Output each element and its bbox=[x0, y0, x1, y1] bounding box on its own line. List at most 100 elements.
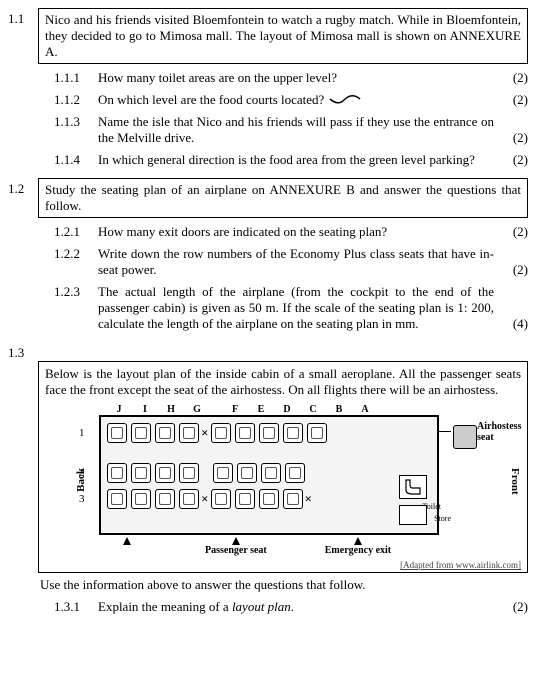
seat-icon bbox=[283, 423, 303, 443]
row-number: 2 bbox=[79, 467, 85, 479]
arrow-up-icon bbox=[123, 537, 131, 545]
questions-1-3: 1.3.1 Explain the meaning of a layout pl… bbox=[54, 599, 528, 615]
seat-icon bbox=[283, 489, 303, 509]
question-number: 1.1.2 bbox=[54, 92, 98, 108]
seat-icon bbox=[107, 423, 127, 443]
context-box: Nico and his friends visited Bloemfontei… bbox=[38, 8, 528, 64]
question-text-span: On which level are the food courts locat… bbox=[98, 92, 324, 107]
airhostess-label: Airhostess seat bbox=[477, 421, 533, 443]
emergency-exit-label: Emergency exit bbox=[325, 537, 391, 556]
use-info-text: Use the information above to answer the … bbox=[40, 577, 528, 593]
seat-icon bbox=[131, 489, 151, 509]
question-number: 1.1.3 bbox=[54, 114, 98, 146]
question-text: How many exit doors are indicated on the… bbox=[98, 224, 500, 240]
question-text: On which level are the food courts locat… bbox=[98, 92, 500, 108]
store-label: Store bbox=[434, 514, 451, 523]
seat-row-3: 3 ✕ ✕ bbox=[107, 489, 431, 509]
airhostess-seat-icon bbox=[453, 425, 477, 449]
question-text: How many toilet areas are on the upper l… bbox=[98, 70, 500, 86]
seat-icon bbox=[107, 489, 127, 509]
citation: [Adapted from www.airlink.com] bbox=[45, 560, 521, 570]
seat-icon bbox=[307, 423, 327, 443]
col-label: B bbox=[327, 404, 351, 415]
question-row: 1.1.4 In which general direction is the … bbox=[54, 152, 528, 168]
seat-icon bbox=[259, 423, 279, 443]
question-marks: (2) bbox=[500, 224, 528, 240]
seat-icon bbox=[213, 463, 233, 483]
diagram-intro: Below is the layout plan of the inside c… bbox=[45, 366, 521, 398]
front-label: Front bbox=[509, 468, 521, 495]
questions-1-2: 1.2.1 How many exit doors are indicated … bbox=[54, 224, 528, 332]
seat-row-2: 2 bbox=[107, 463, 431, 483]
store-icon bbox=[399, 505, 427, 525]
question-number: 1.1.1 bbox=[54, 70, 98, 86]
question-number: 1.1.4 bbox=[54, 152, 98, 168]
arrow-icon bbox=[437, 431, 451, 432]
col-label: D bbox=[275, 404, 299, 415]
cabin-outline: Airhostess seat 1 ✕ 2 bbox=[99, 415, 439, 535]
section-number: 1.2 bbox=[8, 178, 38, 218]
seat-icon bbox=[237, 463, 257, 483]
col-label: J bbox=[107, 404, 131, 415]
question-text: Name the isle that Nico and his friends … bbox=[98, 114, 500, 146]
question-number: 1.2.1 bbox=[54, 224, 98, 240]
question-row: 1.3.1 Explain the meaning of a layout pl… bbox=[54, 599, 528, 615]
question-row: 1.1.1 How many toilet areas are on the u… bbox=[54, 70, 528, 86]
question-marks: (2) bbox=[500, 70, 528, 86]
seat-icon bbox=[155, 489, 175, 509]
question-text: In which general direction is the food a… bbox=[98, 152, 500, 168]
question-text: Write down the row numbers of the Econom… bbox=[98, 246, 500, 278]
arrow-up-icon bbox=[232, 537, 240, 545]
question-text: Explain the meaning of a layout plan. bbox=[98, 599, 500, 615]
seat-icon bbox=[179, 463, 199, 483]
seat-icon bbox=[155, 423, 175, 443]
question-marks: (2) bbox=[500, 130, 528, 146]
question-text: The actual length of the airplane (from … bbox=[98, 284, 500, 332]
col-label: I bbox=[133, 404, 157, 415]
x-icon: ✕ bbox=[201, 428, 209, 439]
question-number: 1.2.2 bbox=[54, 246, 98, 278]
toilet-icon bbox=[399, 475, 427, 499]
seat-icon bbox=[211, 423, 231, 443]
label-text: Passenger seat bbox=[205, 545, 267, 556]
seat-icon bbox=[179, 489, 199, 509]
seat-icon bbox=[259, 489, 279, 509]
passenger-seat-label: Passenger seat bbox=[205, 537, 267, 556]
x-icon: ✕ bbox=[305, 494, 313, 505]
row-number: 3 bbox=[79, 493, 85, 505]
check-mark-icon bbox=[328, 94, 362, 106]
col-label: C bbox=[301, 404, 325, 415]
seat-icon bbox=[131, 463, 151, 483]
section-1-1: 1.1 Nico and his friends visited Bloemfo… bbox=[8, 8, 528, 64]
context-box: Study the seating plan of an airplane on… bbox=[38, 178, 528, 218]
label-text: Emergency exit bbox=[325, 545, 391, 556]
question-marks: (4) bbox=[500, 316, 528, 332]
question-number: 1.2.3 bbox=[54, 284, 98, 332]
column-labels: J I H G F E D C B A bbox=[107, 404, 513, 415]
col-label: E bbox=[249, 404, 273, 415]
questions-1-1: 1.1.1 How many toilet areas are on the u… bbox=[54, 70, 528, 168]
seat-icon bbox=[261, 463, 281, 483]
cabin-diagram: J I H G F E D C B A Back Front Airhostes… bbox=[53, 404, 513, 556]
gap bbox=[211, 404, 221, 415]
seat-icon bbox=[211, 489, 231, 509]
seat-row-1: 1 ✕ bbox=[107, 423, 431, 443]
question-row: 1.2.2 Write down the row numbers of the … bbox=[54, 246, 528, 278]
question-row: 1.2.3 The actual length of the airplane … bbox=[54, 284, 528, 332]
seat-icon bbox=[107, 463, 127, 483]
seat-icon bbox=[285, 463, 305, 483]
section-1-3: 1.3 bbox=[8, 342, 528, 361]
x-icon: ✕ bbox=[201, 494, 209, 505]
question-number: 1.3.1 bbox=[54, 599, 98, 615]
seat-icon bbox=[131, 423, 151, 443]
section-number: 1.3 bbox=[8, 342, 38, 361]
question-row: 1.1.3 Name the isle that Nico and his fr… bbox=[54, 114, 528, 146]
seat-icon bbox=[179, 423, 199, 443]
section-1-2: 1.2 Study the seating plan of an airplan… bbox=[8, 178, 528, 218]
question-marks: (2) bbox=[500, 599, 528, 615]
seat-icon bbox=[235, 423, 255, 443]
col-label: F bbox=[223, 404, 247, 415]
col-label: G bbox=[185, 404, 209, 415]
diagram-box: Below is the layout plan of the inside c… bbox=[38, 361, 528, 573]
row-number: 1 bbox=[79, 427, 85, 439]
